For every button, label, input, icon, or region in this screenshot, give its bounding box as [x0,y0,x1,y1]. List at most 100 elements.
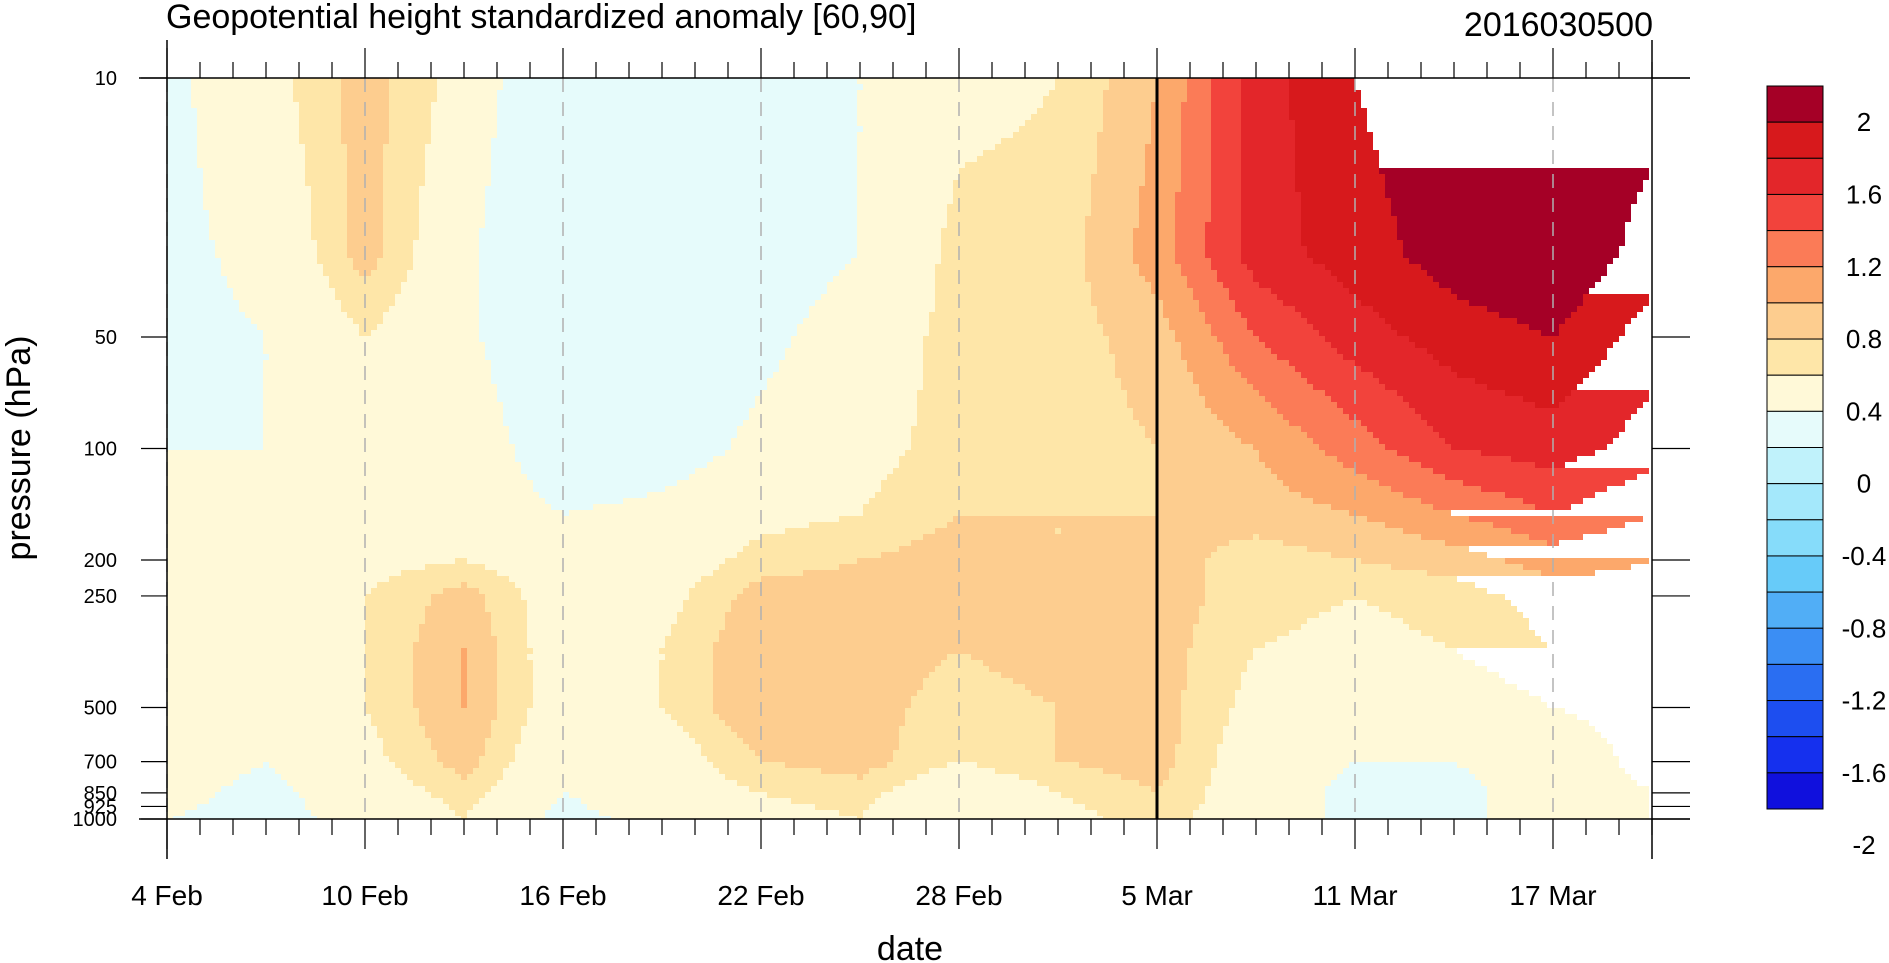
field-cell [1241,114,1289,120]
field-cell [467,816,545,819]
field-cell [167,210,209,216]
field-cell [365,654,413,660]
field-cell [1181,102,1211,108]
field-cell [1103,330,1175,336]
field-cell [263,396,497,402]
field-cell [419,630,491,636]
field-cell [1211,174,1241,180]
field-cell [1205,600,1343,606]
field-cell [491,618,527,624]
field-cell [497,126,863,132]
field-cell [1421,630,1535,636]
field-cell [1397,450,1481,456]
field-cell [311,216,347,222]
colorbar-box [1766,302,1824,340]
field-cell [167,468,521,474]
field-cell [1175,246,1205,252]
field-cell [881,480,1157,486]
field-cell [479,276,833,282]
field-cell [407,270,479,276]
field-cell [725,624,1193,630]
field-cell [455,810,467,816]
field-cell [1301,624,1409,630]
field-cell [299,114,341,120]
field-cell [1103,96,1157,102]
field-cell [1241,150,1295,156]
field-cell [299,108,341,114]
field-cell [197,138,299,144]
field-cell [167,156,197,162]
field-cell [413,678,461,684]
field-cell [713,762,785,768]
field-cell [167,804,197,810]
field-cell [1295,138,1373,144]
field-cell [1367,426,1433,432]
field-cell [1133,228,1175,234]
field-cell [713,570,803,576]
field-cell [1019,126,1103,132]
field-cell [1175,204,1211,210]
field-cell [665,486,881,492]
field-cell [413,258,479,264]
field-cell [167,774,239,780]
field-cell [581,798,791,804]
field-cell [485,198,857,204]
colorbar-box [1766,483,1824,521]
field-cell [1205,222,1241,228]
field-cell [209,216,311,222]
field-cell [533,702,659,708]
field-cell [317,816,461,819]
field-cell [929,312,1097,318]
field-cell [683,606,731,612]
field-cell [167,738,383,744]
field-cell [1091,282,1151,288]
field-cell [167,204,203,210]
field-cell [485,216,857,222]
field-cell [899,738,1055,744]
field-cell [905,708,1055,714]
field-cell [1379,606,1517,612]
field-cell [1211,120,1241,126]
field-cell [665,654,713,660]
field-cell [515,456,713,462]
field-cell [203,192,311,198]
field-cell [1211,90,1241,96]
field-cell [1169,774,1211,780]
field-cell [1487,816,1649,819]
field-cell [377,582,461,588]
field-cell [767,378,923,384]
field-cell [1229,426,1301,432]
field-cell [737,426,911,432]
field-cell [1211,264,1247,270]
field-cell [311,192,347,198]
field-cell [1205,318,1247,324]
field-cell [263,438,509,444]
field-cell [515,444,731,450]
field-cell [251,318,353,324]
field-cell [491,726,521,732]
field-cell [479,318,803,324]
field-cell [1529,324,1559,330]
field-cell [737,552,881,558]
colorbar-label: 1.6 [1846,179,1882,209]
field-cell [491,630,527,636]
field-cell [1355,294,1457,300]
field-cell [305,162,347,168]
field-cell [1427,348,1607,354]
field-cell [1325,816,1487,819]
field-cell [1289,114,1367,120]
field-cell [365,642,413,648]
field-cell [1175,336,1217,342]
field-cell [167,426,263,432]
field-cell [815,804,869,810]
field-cell [1217,756,1619,762]
field-cell [311,222,347,228]
field-cell [1241,678,1505,684]
field-cell [167,714,371,720]
colorbar-label: 2 [1857,107,1871,137]
field-cell [497,708,527,714]
field-cell [1493,522,1625,528]
field-cell [1385,318,1517,324]
field-cell [665,642,713,648]
field-cell [1253,330,1319,336]
